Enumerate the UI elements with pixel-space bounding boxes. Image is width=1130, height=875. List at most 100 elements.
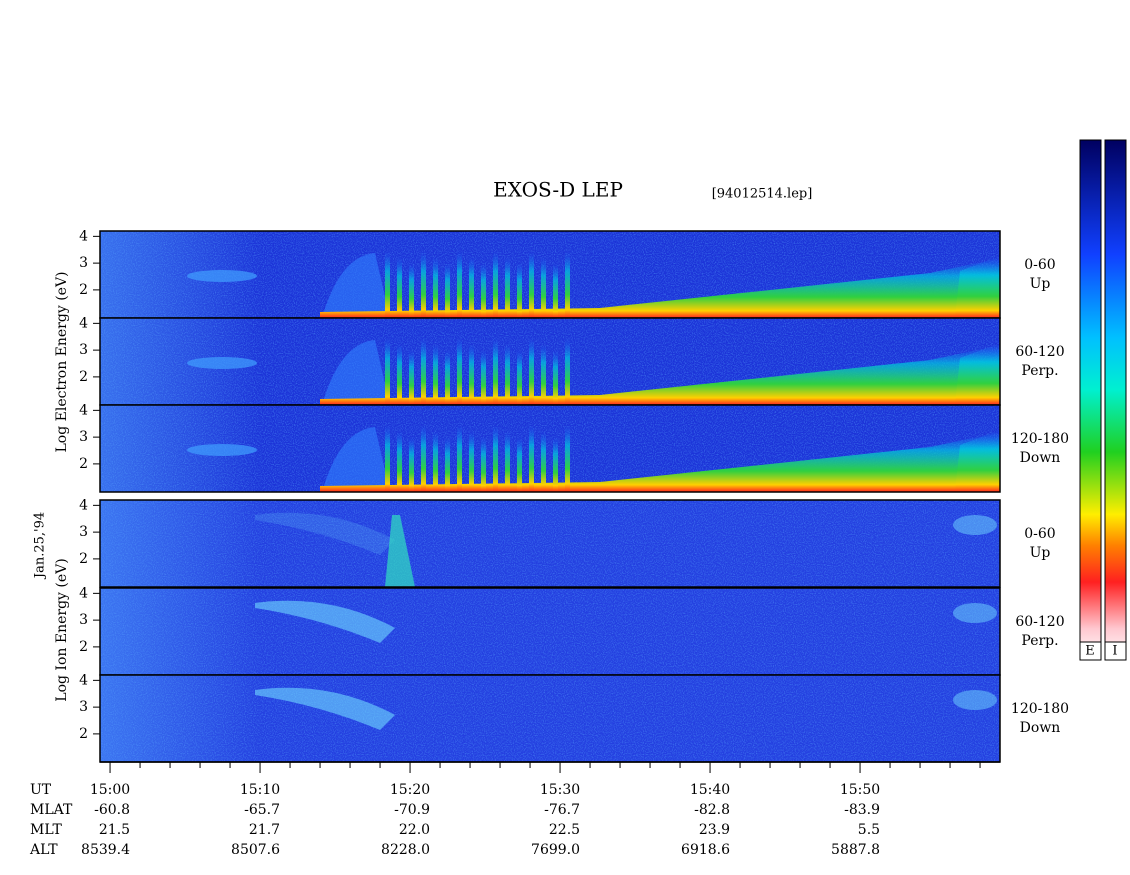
spectrogram-feature	[481, 437, 486, 492]
ephemeris-value: -70.9	[394, 802, 430, 818]
panel-direction: Up	[1030, 276, 1051, 292]
spectrogram-noise	[100, 588, 1000, 675]
ephemeris-value: 23.9	[699, 822, 730, 838]
spectrogram-feature	[421, 425, 426, 492]
spectrogram-feature	[953, 690, 997, 710]
spectrogram-feature	[541, 257, 546, 318]
panel-angle: 0-60	[1024, 526, 1055, 542]
spectrogram-feature	[322, 253, 390, 318]
y-tick-label: 2	[79, 282, 88, 298]
spectrogram-feature	[385, 338, 390, 405]
panel-angle: 120-180	[1011, 431, 1069, 447]
colorbar	[1104, 139, 1127, 661]
spectrogram-feature	[493, 338, 498, 405]
group-label: Log Electron Energy (eV)	[54, 271, 70, 452]
spectrogram-feature	[565, 338, 570, 405]
ephemeris-value: 5887.8	[831, 842, 880, 858]
panel-angle: 60-120	[1015, 614, 1064, 630]
x-tick-label: 15:30	[540, 782, 580, 798]
panel-frame	[99, 404, 1001, 493]
ephemeris-value: 8507.6	[231, 842, 280, 858]
spectrogram-feature	[433, 431, 438, 492]
spectrogram-feature	[457, 425, 462, 492]
y-tick-label: 2	[79, 456, 88, 472]
spectrogram-feature	[322, 427, 390, 492]
ephemeris-value: 7699.0	[531, 842, 580, 858]
spectrogram-feature	[457, 338, 462, 405]
spectrogram-feature	[955, 343, 1000, 405]
colorbar-label: E	[1085, 644, 1095, 659]
spectrogram-feature	[541, 344, 546, 405]
ephemeris-value: 22.5	[549, 822, 580, 838]
colorbar-label-box	[1079, 641, 1102, 661]
spectrogram-feature	[385, 251, 390, 318]
spectrogram-feature	[409, 263, 414, 318]
spectrogram-feature	[385, 425, 390, 492]
row-name: UT	[30, 782, 52, 798]
spectrogram-feature	[385, 515, 415, 587]
y-tick-label: 2	[79, 639, 88, 655]
colorbar-label-box	[1104, 641, 1127, 661]
spectrogram-feature	[421, 251, 426, 318]
title: EXOS-D LEP	[493, 178, 623, 202]
spectrogram-feature	[320, 345, 1000, 405]
spectrogram-feature	[397, 431, 402, 492]
row-name: MLT	[30, 822, 62, 838]
spectrogram-feature	[255, 687, 395, 730]
spectrogram-feature	[445, 437, 450, 492]
panel-direction: Down	[1020, 450, 1061, 466]
spectrogram-noise	[100, 500, 1000, 587]
x-tick-label: 15:50	[840, 782, 880, 798]
spectrogram-feature	[505, 344, 510, 405]
spectrogram-feature	[469, 431, 474, 492]
spectrogram-feature	[255, 600, 395, 643]
spectrogram-feature	[955, 430, 1000, 492]
spectrogram-feature	[255, 512, 395, 555]
y-tick-label: 3	[79, 612, 88, 628]
x-tick-label: 15:40	[690, 782, 730, 798]
colorbar	[1079, 139, 1102, 661]
y-tick-label: 4	[79, 402, 88, 418]
ephemeris-value: 8539.4	[81, 842, 130, 858]
spectrogram-feature	[505, 257, 510, 318]
spectrogram-feature	[409, 437, 414, 492]
spectrogram-feature	[320, 258, 1000, 318]
y-tick-label: 4	[79, 672, 88, 688]
panel-frame	[99, 499, 1001, 588]
row-name: ALT	[29, 842, 58, 858]
spectrogram-feature	[320, 432, 1000, 492]
spectrogram-feature	[322, 340, 390, 405]
spectrogram-feature	[397, 257, 402, 318]
spectrogram-feature	[493, 425, 498, 492]
date-label: Jan.25,'94	[33, 512, 48, 580]
spectrogram-feature	[187, 270, 257, 282]
spectrogram-feature	[517, 437, 522, 492]
panel-direction: Up	[1030, 545, 1051, 561]
panel-direction: Down	[1020, 720, 1061, 736]
y-tick-label: 2	[79, 369, 88, 385]
colorbar-label: I	[1112, 644, 1117, 659]
ephemeris-value: -82.8	[694, 802, 730, 818]
spectrogram-feature	[517, 350, 522, 405]
y-tick-label: 3	[79, 429, 88, 445]
spectrogram-noise	[100, 675, 1000, 762]
x-tick-label: 15:00	[90, 782, 130, 798]
y-tick-label: 3	[79, 699, 88, 715]
y-tick-label: 2	[79, 726, 88, 742]
spectrogram-feature	[469, 257, 474, 318]
spectrogram-feature	[505, 431, 510, 492]
spectrogram-feature	[481, 263, 486, 318]
y-tick-label: 2	[79, 551, 88, 567]
spectrogram-feature	[469, 344, 474, 405]
spectrogram-feature	[953, 515, 997, 535]
spectrogram-feature	[953, 603, 997, 623]
ephemeris-value: 6918.6	[681, 842, 730, 858]
spectrogram-feature	[553, 437, 558, 492]
ephemeris-value: 5.5	[858, 822, 880, 838]
spectrogram-feature	[541, 431, 546, 492]
ephemeris-value: 21.7	[249, 822, 280, 838]
spectrogram-feature	[553, 263, 558, 318]
y-tick-label: 4	[79, 228, 88, 244]
ephemeris-value: -60.8	[94, 802, 130, 818]
spectrogram-feature	[493, 251, 498, 318]
